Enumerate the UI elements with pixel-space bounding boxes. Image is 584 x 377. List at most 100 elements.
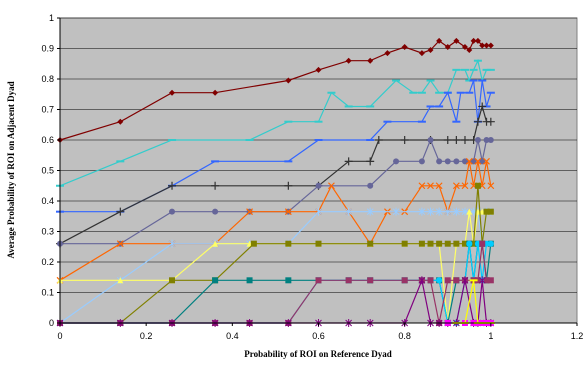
data-point bbox=[461, 276, 469, 285]
data-point bbox=[117, 277, 124, 284]
data-point bbox=[401, 43, 408, 50]
data-point bbox=[426, 79, 435, 82]
data-point bbox=[168, 239, 176, 248]
data-point bbox=[366, 139, 375, 141]
data-point bbox=[486, 68, 495, 71]
data-point bbox=[487, 277, 494, 284]
data-point bbox=[116, 160, 125, 163]
data-point bbox=[392, 207, 400, 216]
data-point bbox=[460, 68, 469, 71]
y-axis-title: Average Probability of ROI on Adjacent D… bbox=[6, 81, 16, 258]
data-point bbox=[427, 137, 434, 143]
data-point bbox=[465, 157, 473, 165]
data-point bbox=[250, 240, 257, 247]
x-tick-label: 0.8 bbox=[398, 331, 411, 341]
data-point bbox=[418, 182, 426, 190]
data-point bbox=[483, 277, 490, 284]
data-point bbox=[470, 158, 477, 165]
data-point bbox=[212, 208, 219, 215]
data-point bbox=[117, 118, 124, 125]
y-tick-label: 0.2 bbox=[41, 257, 54, 267]
data-point bbox=[285, 277, 292, 284]
data-point bbox=[453, 277, 460, 284]
data-point bbox=[427, 277, 434, 284]
y-tick-label: 1 bbox=[49, 13, 54, 23]
data-point bbox=[367, 182, 374, 189]
data-point bbox=[212, 277, 219, 284]
data-point bbox=[328, 182, 335, 190]
y-tick-label: 0.1 bbox=[41, 288, 54, 298]
data-point bbox=[285, 240, 292, 247]
data-point bbox=[452, 120, 461, 123]
data-point bbox=[366, 207, 374, 216]
data-point bbox=[315, 277, 322, 284]
data-point bbox=[367, 240, 374, 247]
data-point bbox=[418, 240, 425, 247]
x-tick-label: 1.2 bbox=[571, 331, 584, 341]
data-point bbox=[444, 207, 452, 216]
data-point bbox=[116, 240, 124, 248]
data-point bbox=[344, 157, 353, 166]
data-point bbox=[427, 47, 434, 54]
y-tick-label: 0.6 bbox=[41, 135, 54, 145]
data-point bbox=[211, 160, 220, 163]
data-point bbox=[487, 240, 494, 247]
data-point bbox=[483, 42, 490, 49]
data-point bbox=[444, 158, 451, 165]
data-point bbox=[418, 50, 425, 57]
data-point bbox=[473, 117, 482, 126]
data-point bbox=[400, 136, 409, 144]
series-9 bbox=[57, 182, 494, 326]
data-point bbox=[284, 160, 293, 163]
data-point bbox=[453, 240, 460, 247]
data-point bbox=[436, 37, 443, 44]
data-point bbox=[436, 158, 443, 165]
data-point bbox=[479, 240, 486, 247]
axes bbox=[57, 17, 578, 326]
data-point bbox=[482, 105, 491, 108]
y-tick-label: 0.9 bbox=[41, 44, 54, 54]
data-point bbox=[314, 120, 323, 123]
data-point bbox=[427, 240, 434, 247]
series-line bbox=[59, 161, 492, 281]
data-point bbox=[345, 57, 352, 64]
data-point bbox=[212, 89, 219, 96]
data-point bbox=[367, 277, 374, 284]
data-point bbox=[436, 240, 443, 247]
data-point bbox=[315, 66, 322, 73]
data-point bbox=[345, 207, 353, 216]
data-point bbox=[461, 158, 468, 165]
data-point bbox=[245, 139, 254, 141]
series-5 bbox=[57, 137, 494, 247]
data-point bbox=[345, 277, 352, 284]
data-point bbox=[487, 42, 494, 49]
data-point bbox=[479, 42, 486, 49]
data-point bbox=[444, 43, 451, 50]
data-point bbox=[314, 139, 323, 141]
data-point bbox=[384, 50, 391, 57]
data-point bbox=[444, 277, 451, 284]
data-point bbox=[452, 136, 461, 144]
data-point bbox=[435, 207, 443, 216]
y-tick-label: 0.3 bbox=[41, 227, 54, 237]
data-point bbox=[465, 91, 474, 94]
data-point bbox=[466, 47, 473, 54]
x-axis-title: Probability of ROI on Reference Dyad bbox=[244, 349, 391, 359]
x-tick-label: 0.4 bbox=[226, 331, 239, 341]
data-point bbox=[466, 208, 473, 215]
data-point bbox=[470, 37, 477, 44]
tick-labels: 0 0.1 0.2 0.3 0.4 0.5 0.6 0.7 0.8 0.9 1 0 0.2 0.4 0.6 0… bbox=[41, 13, 583, 341]
series-line bbox=[60, 138, 491, 245]
y-tick-label: 0 bbox=[49, 318, 54, 328]
data-point bbox=[487, 208, 494, 215]
data-point bbox=[474, 37, 481, 44]
data-point bbox=[483, 137, 490, 143]
data-point bbox=[344, 105, 353, 108]
data-point bbox=[479, 158, 486, 165]
data-point bbox=[284, 208, 292, 216]
data-point bbox=[478, 79, 487, 82]
data-point bbox=[452, 182, 460, 190]
data-point bbox=[435, 182, 443, 190]
